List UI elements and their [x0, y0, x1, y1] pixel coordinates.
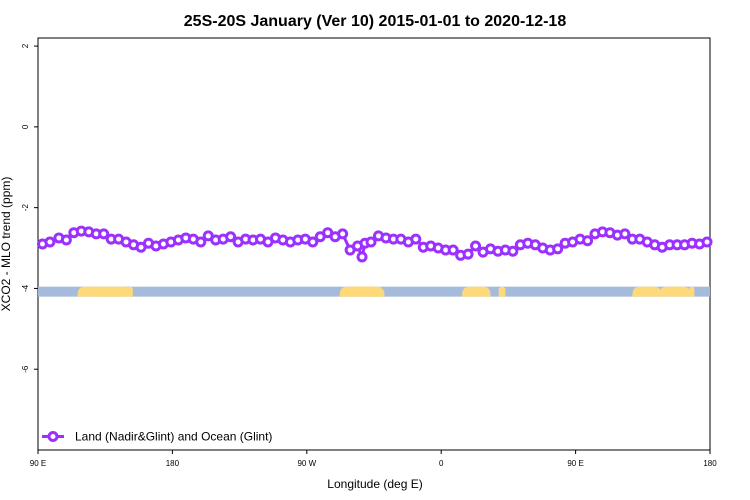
- land-segment: [362, 286, 383, 297]
- legend-marker-swatch: [47, 431, 59, 442]
- x-tick-label: 0: [439, 459, 444, 468]
- y-tick-label: -6: [21, 365, 30, 373]
- data-point: [98, 228, 110, 240]
- data-point: [619, 228, 631, 240]
- land-ocean-bar: [38, 286, 710, 297]
- land-segment: [689, 286, 695, 297]
- data-point: [307, 236, 319, 248]
- x-tick-label: 90 E: [30, 459, 46, 468]
- y-tick-label: -2: [21, 204, 30, 212]
- data-point: [337, 228, 349, 240]
- y-tick-label: -4: [21, 284, 30, 292]
- land-segment: [498, 286, 506, 297]
- y-tick-label: 2: [21, 43, 30, 48]
- data-point: [701, 236, 713, 248]
- data-point: [44, 236, 56, 248]
- legend: Land (Nadir&Glint) and Ocean (Glint): [42, 430, 272, 444]
- x-tick-label: 180: [703, 459, 717, 468]
- data-point: [507, 245, 519, 257]
- series-layer: [36, 225, 713, 263]
- legend-label: Land (Nadir&Glint) and Ocean (Glint): [75, 430, 272, 444]
- land-segment: [659, 286, 691, 297]
- land-segment: [462, 286, 491, 297]
- data-point: [552, 243, 564, 255]
- data-point: [195, 236, 207, 248]
- chart-title: 25S-20S January (Ver 10) 2015-01-01 to 2…: [184, 13, 567, 30]
- x-tick-label: 90 W: [297, 459, 316, 468]
- data-point: [470, 240, 482, 252]
- data-point: [365, 236, 377, 248]
- x-tick-label: 180: [166, 459, 180, 468]
- land-segment: [100, 286, 118, 297]
- y-axis-label: XCO2 - MLO trend (ppm): [0, 177, 13, 312]
- data-point: [410, 233, 422, 245]
- data-point: [462, 248, 474, 260]
- x-tick-label: 90 E: [567, 459, 583, 468]
- land-segment: [632, 286, 662, 297]
- data-point: [582, 235, 594, 247]
- data-point: [225, 231, 237, 243]
- x-axis-label: Longitude (deg E): [327, 477, 422, 491]
- axes: 90 E 180 90 W 0 90 E 180 2 0 -2 -4 -6: [21, 43, 717, 468]
- data-point: [60, 234, 72, 246]
- data-point: [356, 251, 368, 263]
- land-segment: [127, 286, 133, 297]
- y-tick-label: 0: [21, 124, 30, 129]
- data-point: [447, 244, 459, 256]
